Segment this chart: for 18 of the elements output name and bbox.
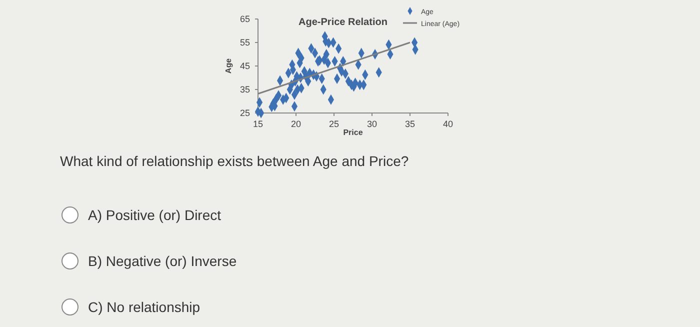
x-tick-label: 35 [404,119,416,129]
y-tick-label: 65 [240,14,250,24]
chart-title: Age-Price Relation [298,17,388,28]
x-tick-label: 25 [328,119,340,129]
y-tick-label: 35 [240,84,250,94]
text: What kind of relationship exists between Age and Price? [60,153,409,169]
x-tick-label: 20 [290,119,302,129]
y-axis-title: Age [224,58,233,74]
text: A) Positive (or) Direct [88,207,222,223]
x-tick-label: 15 [252,119,264,129]
y-tick-label: 45 [240,61,250,71]
y-tick-label: 25 [240,108,250,118]
y-tick-label: 55 [240,38,250,48]
x-axis-title: Price [343,128,364,137]
text: C) No relationship [88,299,200,315]
x-tick-label: 30 [366,119,378,129]
text: B) Negative (or) Inverse [88,253,237,269]
x-tick-label: 40 [442,119,454,129]
